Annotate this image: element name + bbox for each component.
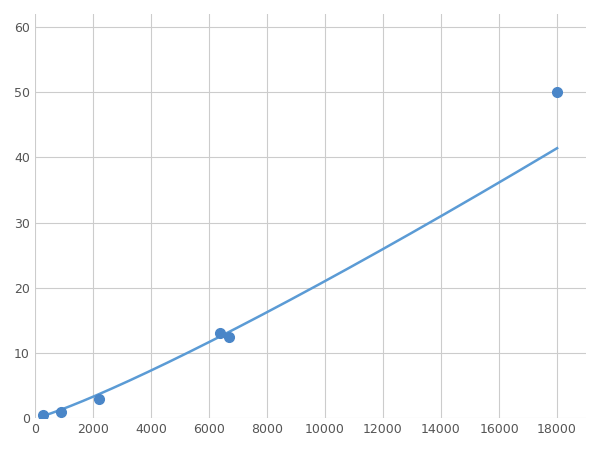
Point <box>38 411 48 418</box>
Point <box>94 395 103 402</box>
Point <box>56 408 65 415</box>
Point <box>215 330 225 337</box>
Point <box>224 333 234 340</box>
Point <box>552 89 562 96</box>
